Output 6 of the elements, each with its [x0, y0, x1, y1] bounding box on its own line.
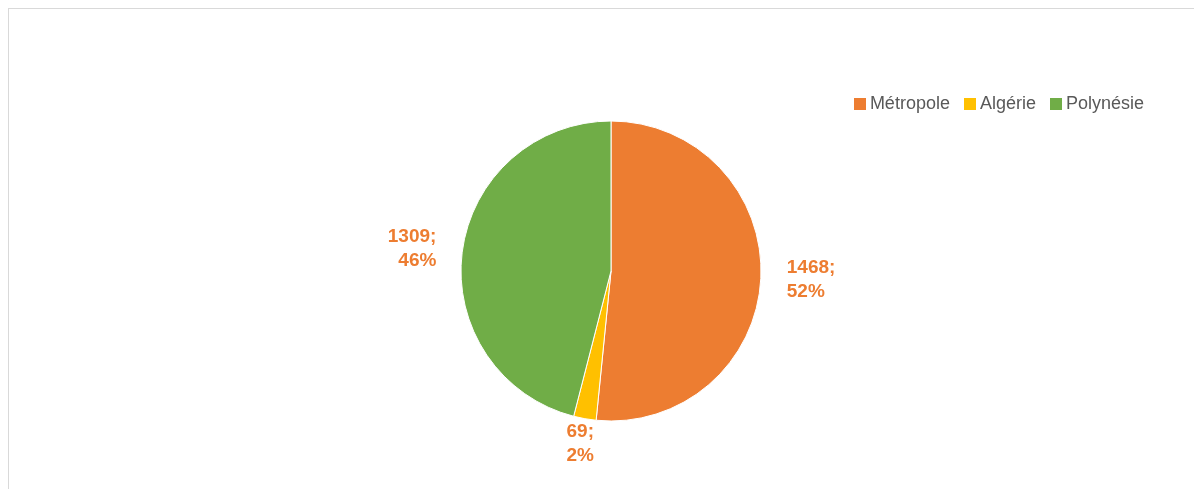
data-label: 1468; 52% — [786, 255, 836, 301]
data-label: 69; 2% — [566, 420, 595, 466]
data-label: 1309; 46% — [387, 224, 437, 270]
legend-label: Polynésie — [1065, 93, 1144, 114]
legend-label: Métropole — [869, 93, 950, 114]
legend-label: Algérie — [979, 93, 1036, 114]
